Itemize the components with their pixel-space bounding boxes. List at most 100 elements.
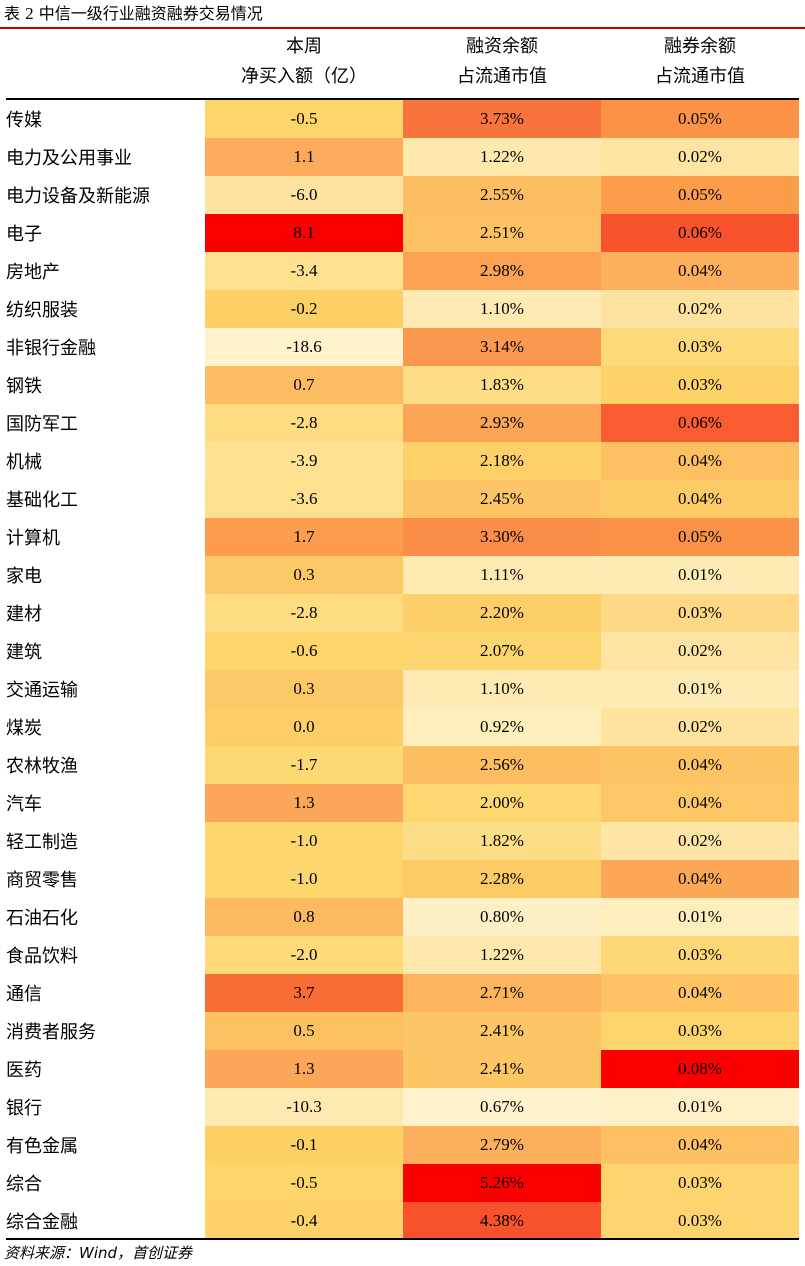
table-row: 建材 -2.8 2.20% 0.03%: [6, 594, 799, 632]
margin-ratio-cell: 2.41%: [403, 1012, 601, 1050]
margin-ratio-cell: 2.18%: [403, 442, 601, 480]
margin-ratio-cell: 2.41%: [403, 1050, 601, 1088]
industry-name-cell: 农林牧渔: [6, 756, 78, 777]
margin-ratio-cell: 5.26%: [403, 1164, 601, 1202]
margin-ratio-cell: 1.82%: [403, 822, 601, 860]
net-buy-cell: 0.3: [205, 670, 403, 708]
margin-ratio-cell: 2.98%: [403, 252, 601, 290]
short-ratio-cell: 0.04%: [601, 860, 799, 898]
short-ratio-cell: 0.04%: [601, 442, 799, 480]
data-table: 传媒 -0.5 3.73% 0.05% 电力及公用事业 1.1 1.22% 0.02% 电力设备…: [6, 100, 799, 1240]
short-ratio-cell: 0.05%: [601, 100, 799, 138]
table-row: 通信 3.7 2.71% 0.04%: [6, 974, 799, 1012]
short-ratio-cell: 0.06%: [601, 404, 799, 442]
short-ratio-cell: 0.03%: [601, 1012, 799, 1050]
industry-name-cell: 银行: [6, 1098, 42, 1119]
industry-name-cell: 轻工制造: [6, 832, 78, 853]
table-row: 基础化工 -3.6 2.45% 0.04%: [6, 480, 799, 518]
net-buy-cell: 1.3: [205, 1050, 403, 1088]
short-ratio-cell: 0.05%: [601, 176, 799, 214]
margin-ratio-cell: 0.80%: [403, 898, 601, 936]
short-ratio-cell: 0.02%: [601, 632, 799, 670]
industry-name-cell: 非银行金融: [6, 338, 96, 359]
industry-name-cell: 通信: [6, 984, 42, 1005]
short-ratio-cell: 0.03%: [601, 594, 799, 632]
short-ratio-cell: 0.02%: [601, 822, 799, 860]
net-buy-cell: 1.7: [205, 518, 403, 556]
margin-ratio-cell: 2.79%: [403, 1126, 601, 1164]
table-row: 商贸零售 -1.0 2.28% 0.04%: [6, 860, 799, 898]
industry-name-cell: 计算机: [6, 528, 60, 549]
industry-name-cell: 综合: [6, 1174, 42, 1195]
net-buy-cell: -0.6: [205, 632, 403, 670]
header-margin-ratio-line1: 融资余额: [466, 36, 538, 57]
industry-name-cell: 基础化工: [6, 490, 78, 511]
header-short-ratio-line1: 融券余额: [664, 36, 736, 57]
net-buy-cell: -10.3: [205, 1088, 403, 1126]
industry-name-cell: 建材: [6, 604, 42, 625]
net-buy-cell: -3.4: [205, 252, 403, 290]
industry-name-cell: 医药: [6, 1060, 42, 1081]
table-row: 汽车 1.3 2.00% 0.04%: [6, 784, 799, 822]
short-ratio-cell: 0.04%: [601, 252, 799, 290]
short-ratio-cell: 0.04%: [601, 746, 799, 784]
margin-ratio-cell: 2.93%: [403, 404, 601, 442]
table-row: 国防军工 -2.8 2.93% 0.06%: [6, 404, 799, 442]
net-buy-cell: -0.5: [205, 100, 403, 138]
industry-name-cell: 有色金属: [6, 1136, 78, 1157]
short-ratio-cell: 0.01%: [601, 898, 799, 936]
industry-name-cell: 交通运输: [6, 680, 78, 701]
short-ratio-cell: 0.04%: [601, 784, 799, 822]
net-buy-cell: -0.4: [205, 1202, 403, 1240]
table-row: 电力设备及新能源 -6.0 2.55% 0.05%: [6, 176, 799, 214]
margin-ratio-cell: 3.30%: [403, 518, 601, 556]
short-ratio-cell: 0.04%: [601, 974, 799, 1012]
short-ratio-cell: 0.04%: [601, 1126, 799, 1164]
net-buy-cell: -0.2: [205, 290, 403, 328]
table-row: 非银行金融 -18.6 3.14% 0.03%: [6, 328, 799, 366]
short-ratio-cell: 0.03%: [601, 1164, 799, 1202]
margin-ratio-cell: 2.07%: [403, 632, 601, 670]
industry-name-cell: 房地产: [6, 262, 60, 283]
table-row: 综合 -0.5 5.26% 0.03%: [6, 1164, 799, 1202]
header-net-buy-line1: 本周: [286, 36, 322, 57]
table-row: 消费者服务 0.5 2.41% 0.03%: [6, 1012, 799, 1050]
net-buy-cell: -3.6: [205, 480, 403, 518]
table-row: 有色金属 -0.1 2.79% 0.04%: [6, 1126, 799, 1164]
industry-name-cell: 电子: [6, 224, 42, 245]
net-buy-cell: -1.7: [205, 746, 403, 784]
table-row: 钢铁 0.7 1.83% 0.03%: [6, 366, 799, 404]
industry-name-cell: 电力设备及新能源: [6, 186, 150, 207]
margin-ratio-cell: 1.10%: [403, 670, 601, 708]
header-margin-ratio-line2: 占流通市值: [457, 66, 547, 87]
margin-ratio-cell: 2.71%: [403, 974, 601, 1012]
top-rule: [0, 27, 805, 29]
industry-name-cell: 建筑: [6, 642, 42, 663]
short-ratio-cell: 0.05%: [601, 518, 799, 556]
source-note: 资料来源：Wind，首创证券: [4, 1244, 193, 1262]
table-row: 食品饮料 -2.0 1.22% 0.03%: [6, 936, 799, 974]
header-short-ratio-line2: 占流通市值: [655, 66, 745, 87]
net-buy-cell: 0.7: [205, 366, 403, 404]
industry-name-cell: 石油石化: [6, 908, 78, 929]
short-ratio-cell: 0.01%: [601, 670, 799, 708]
bottom-rule: [6, 1238, 799, 1240]
short-ratio-cell: 0.03%: [601, 366, 799, 404]
table-row: 纺织服装 -0.2 1.10% 0.02%: [6, 290, 799, 328]
industry-name-cell: 煤炭: [6, 718, 42, 739]
table-row: 传媒 -0.5 3.73% 0.05%: [6, 100, 799, 138]
table-row: 农林牧渔 -1.7 2.56% 0.04%: [6, 746, 799, 784]
margin-ratio-cell: 2.20%: [403, 594, 601, 632]
margin-ratio-cell: 0.92%: [403, 708, 601, 746]
short-ratio-cell: 0.01%: [601, 1088, 799, 1126]
net-buy-cell: -2.0: [205, 936, 403, 974]
table-row: 银行 -10.3 0.67% 0.01%: [6, 1088, 799, 1126]
net-buy-cell: -2.8: [205, 404, 403, 442]
net-buy-cell: 0.3: [205, 556, 403, 594]
margin-ratio-cell: 1.83%: [403, 366, 601, 404]
net-buy-cell: -3.9: [205, 442, 403, 480]
industry-name-cell: 汽车: [6, 794, 42, 815]
table-label: 表: [4, 4, 21, 23]
industry-name-cell: 消费者服务: [6, 1022, 96, 1043]
short-ratio-cell: 0.02%: [601, 138, 799, 176]
